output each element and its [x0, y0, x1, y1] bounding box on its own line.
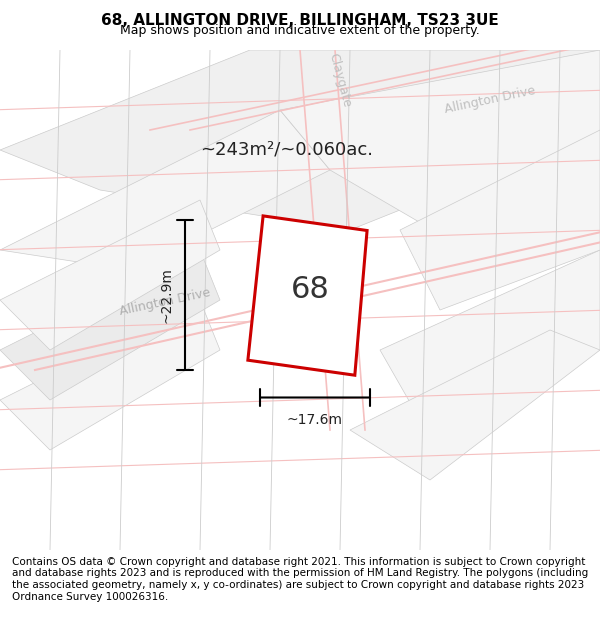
Polygon shape	[400, 130, 600, 310]
Text: Contains OS data © Crown copyright and database right 2021. This information is : Contains OS data © Crown copyright and d…	[12, 557, 588, 601]
Text: Claygate: Claygate	[326, 51, 353, 109]
Text: Allington Drive: Allington Drive	[118, 286, 212, 318]
Text: ~22.9m: ~22.9m	[160, 267, 174, 323]
Polygon shape	[380, 250, 600, 420]
Text: Map shows position and indicative extent of the property.: Map shows position and indicative extent…	[120, 24, 480, 36]
Polygon shape	[248, 216, 367, 375]
Polygon shape	[0, 200, 220, 350]
Text: ~243m²/~0.060ac.: ~243m²/~0.060ac.	[200, 141, 373, 159]
Polygon shape	[0, 250, 220, 400]
Text: ~17.6m: ~17.6m	[287, 412, 343, 426]
Polygon shape	[0, 300, 220, 450]
Polygon shape	[350, 330, 600, 480]
Text: 68: 68	[290, 276, 329, 304]
Polygon shape	[0, 110, 330, 270]
Text: Allington Drive: Allington Drive	[443, 84, 536, 116]
Polygon shape	[280, 50, 600, 240]
Text: 68, ALLINGTON DRIVE, BILLINGHAM, TS23 3UE: 68, ALLINGTON DRIVE, BILLINGHAM, TS23 3U…	[101, 13, 499, 28]
Polygon shape	[0, 50, 600, 230]
